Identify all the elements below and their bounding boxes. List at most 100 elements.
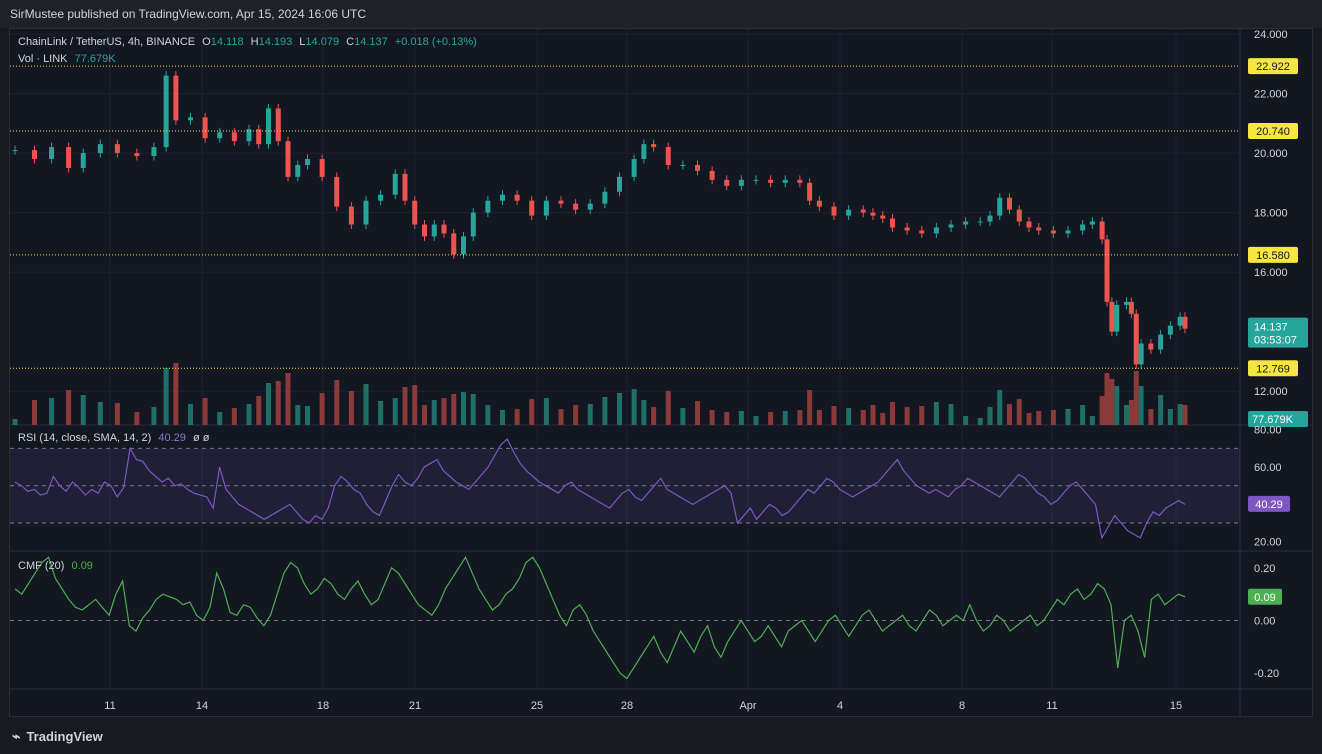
volume-bar bbox=[485, 405, 491, 425]
candle-body bbox=[1065, 230, 1071, 234]
volume-bar bbox=[1016, 399, 1022, 425]
volume-bar bbox=[12, 419, 18, 425]
volume-bar bbox=[378, 401, 384, 425]
candle-body bbox=[470, 212, 476, 237]
cmf-legend: CMF (20) 0.09 bbox=[18, 560, 97, 572]
candle-body bbox=[231, 132, 237, 142]
volume-bar bbox=[1124, 405, 1129, 425]
candle-body bbox=[904, 227, 910, 231]
volume-bar bbox=[890, 402, 895, 425]
level-tag bbox=[1248, 58, 1298, 75]
x-tick-label: Apr bbox=[739, 700, 756, 712]
level-tag bbox=[1248, 246, 1298, 263]
y-tick-label: 18.000 bbox=[1254, 208, 1288, 220]
legend-low: 14.079 bbox=[305, 36, 340, 48]
candle-body bbox=[66, 147, 72, 168]
candle-body bbox=[173, 75, 179, 121]
volume-bar bbox=[202, 398, 208, 425]
candle-body bbox=[631, 159, 637, 177]
rsi-y-tick: 80.00 bbox=[1254, 425, 1282, 437]
candle-body bbox=[860, 209, 866, 213]
candle-body bbox=[1080, 224, 1086, 231]
volume-legend: Vol · LINK 77.679K bbox=[18, 53, 120, 65]
volume-bar bbox=[1050, 410, 1056, 425]
volume-bar bbox=[987, 407, 993, 425]
volume-bar bbox=[422, 405, 427, 425]
candle-body bbox=[987, 215, 993, 222]
volume-bar bbox=[587, 404, 593, 425]
candle-body bbox=[1109, 301, 1115, 332]
volume-bar bbox=[1177, 404, 1183, 425]
candle-body bbox=[665, 147, 671, 165]
volume-bar bbox=[807, 390, 813, 425]
volume-bar bbox=[334, 380, 340, 425]
volume-bar bbox=[1089, 416, 1095, 425]
candle-body bbox=[890, 218, 895, 228]
candle-body bbox=[392, 173, 398, 195]
x-tick-label: 25 bbox=[531, 700, 543, 712]
volume-bar bbox=[680, 408, 686, 425]
candle-body bbox=[1177, 316, 1183, 326]
rsi-tag-label: 40.29 bbox=[1255, 499, 1283, 511]
candle-body bbox=[402, 173, 408, 201]
legend-close: 14.137 bbox=[354, 36, 388, 48]
candle-body bbox=[202, 117, 208, 139]
footer-brand[interactable]: ⌁ TradingView bbox=[12, 728, 103, 745]
candle-body bbox=[573, 203, 579, 210]
candle-body bbox=[151, 147, 157, 157]
volume-bar bbox=[665, 391, 671, 425]
candle-body bbox=[500, 194, 505, 201]
candle-body bbox=[816, 200, 822, 207]
cmf-label[interactable]: CMF (20) bbox=[18, 560, 65, 572]
candle-body bbox=[378, 194, 384, 201]
legend-change: +0.018 (+0.13%) bbox=[394, 36, 477, 48]
candle-body bbox=[485, 200, 491, 213]
volume-value: 77.679K bbox=[74, 53, 116, 65]
candle-body bbox=[461, 236, 466, 255]
chart-frame[interactable]: 11 14 18 21 25 28 Apr 4 8 11 15 24.000 22.000 20.000 1… bbox=[9, 28, 1313, 717]
volume-bar bbox=[514, 409, 520, 425]
candle-body bbox=[933, 227, 939, 234]
candle-body bbox=[1158, 334, 1164, 350]
candle-body bbox=[695, 164, 700, 171]
level-tag-label: 12.769 bbox=[1256, 363, 1290, 375]
candle-body bbox=[870, 212, 876, 216]
candle-body bbox=[266, 108, 271, 145]
volume-bar bbox=[97, 402, 103, 425]
candle-body bbox=[738, 179, 744, 186]
tradingview-logo-icon: ⌁ bbox=[12, 728, 21, 744]
candle-body bbox=[32, 150, 37, 160]
chart-canvas[interactable]: 11 14 18 21 25 28 Apr 4 8 11 15 24.000 22.000 20.000 1… bbox=[10, 29, 1312, 716]
candle-body bbox=[543, 200, 549, 216]
y-tick-label: 24.000 bbox=[1254, 29, 1288, 41]
volume-bar bbox=[933, 402, 939, 425]
candle-body bbox=[1050, 230, 1056, 234]
volume-bar bbox=[816, 410, 822, 425]
volume-bar bbox=[231, 408, 237, 425]
y-tick-label: 20.000 bbox=[1254, 148, 1288, 160]
candle-body bbox=[348, 206, 354, 225]
volume-bar bbox=[641, 400, 647, 425]
volume-bar bbox=[285, 373, 291, 425]
footer-brand-text: TradingView bbox=[26, 729, 103, 744]
candle-body bbox=[1133, 313, 1139, 365]
candle-body bbox=[1104, 239, 1110, 302]
rsi-line bbox=[14, 438, 1186, 540]
legend-open: 14.118 bbox=[210, 36, 244, 48]
volume-bar bbox=[738, 411, 744, 425]
volume-bar bbox=[295, 405, 301, 425]
legend-symbol[interactable]: ChainLink / TetherUS, 4h, BINANCE bbox=[18, 36, 196, 48]
candle-body bbox=[880, 215, 886, 219]
volume-bar bbox=[1133, 371, 1139, 425]
cmf-value: 0.09 bbox=[71, 560, 93, 572]
candle-body bbox=[768, 179, 774, 183]
cmf-y-tick: -0.20 bbox=[1254, 668, 1279, 680]
volume-label[interactable]: Vol · LINK bbox=[18, 53, 68, 65]
volume-bar bbox=[305, 406, 310, 425]
candle-body bbox=[846, 209, 852, 216]
candle-body bbox=[1148, 343, 1154, 350]
candle-body bbox=[451, 233, 457, 255]
candle-body bbox=[188, 117, 193, 121]
rsi-label[interactable]: RSI (14, close, SMA, 14, 2) bbox=[18, 432, 152, 444]
candle-body bbox=[275, 108, 281, 142]
